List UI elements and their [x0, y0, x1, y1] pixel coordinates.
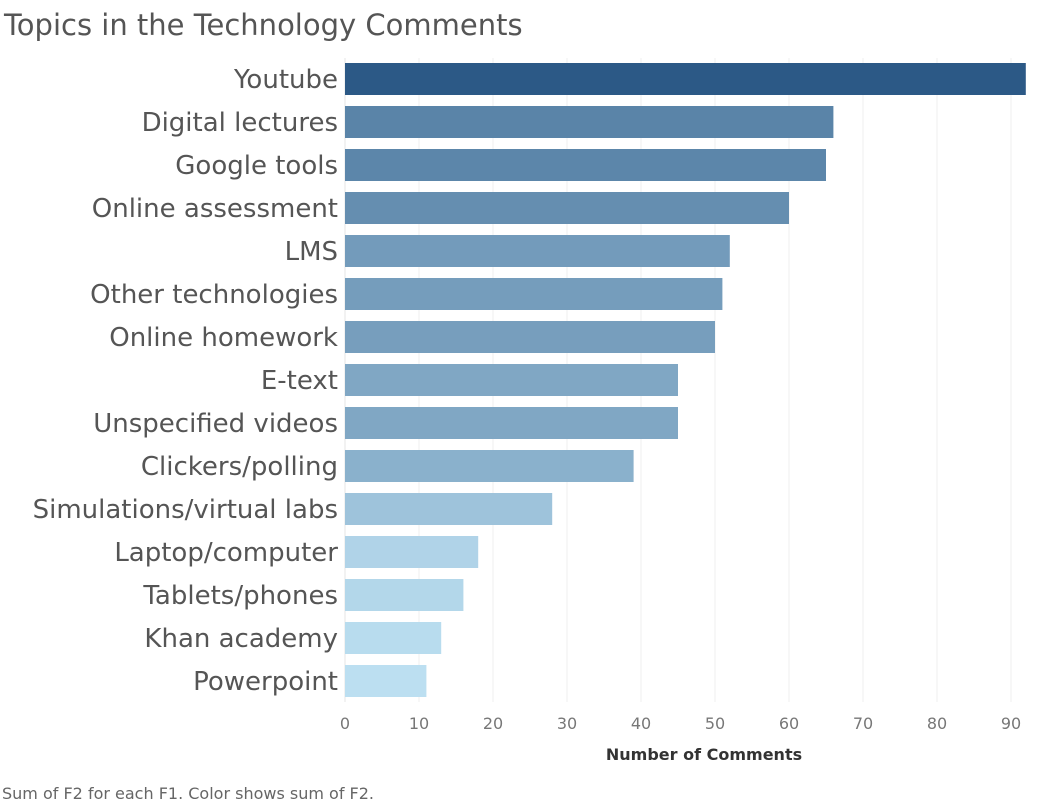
- bar: [345, 235, 730, 267]
- x-tick-label: 90: [1001, 714, 1021, 733]
- category-label: Unspecified videos: [93, 409, 338, 439]
- category-labels: Youtube Digital lectures Google tools Onlin…: [33, 65, 339, 697]
- bar: [345, 106, 834, 138]
- category-label: LMS: [285, 237, 338, 267]
- x-tick-label: 20: [483, 714, 503, 733]
- category-label: Simulations/virtual labs: [33, 495, 338, 525]
- bar: [345, 536, 479, 568]
- x-tick-label: 40: [631, 714, 651, 733]
- category-label: Youtube: [233, 65, 338, 95]
- bar: [345, 364, 678, 396]
- x-tick-label: 0: [340, 714, 350, 733]
- bar: [345, 579, 464, 611]
- bar: [345, 192, 789, 224]
- category-label: Powerpoint: [193, 667, 338, 697]
- category-label: Laptop/computer: [114, 538, 338, 568]
- bar: [345, 149, 826, 181]
- x-tick-label: 30: [557, 714, 577, 733]
- category-label: Online assessment: [92, 194, 338, 224]
- chart-caption: Sum of F2 for each F1. Color shows sum o…: [2, 784, 375, 803]
- category-label: Online homework: [109, 323, 338, 353]
- category-label: Clickers/polling: [141, 452, 338, 482]
- bar: [345, 407, 678, 439]
- category-label: Tablets/phones: [142, 581, 338, 611]
- x-axis-title: Number of Comments: [606, 745, 802, 764]
- bar: [345, 665, 427, 697]
- bar: [345, 493, 553, 525]
- bar: [345, 321, 715, 353]
- category-label: Other technologies: [90, 280, 338, 310]
- category-label: E-text: [261, 366, 338, 396]
- x-tick-label: 60: [779, 714, 799, 733]
- x-tick-label: 80: [927, 714, 947, 733]
- category-label: Google tools: [175, 151, 338, 181]
- bar: [345, 63, 1026, 95]
- x-axis-ticks: 0 10 20 30 40 50 60 70 80 90: [340, 714, 1021, 733]
- x-tick-label: 50: [705, 714, 725, 733]
- x-tick-label: 10: [409, 714, 429, 733]
- chart-title: Topics in the Technology Comments: [4, 8, 523, 42]
- bar: [345, 622, 442, 654]
- bar: [345, 278, 723, 310]
- x-tick-label: 70: [853, 714, 873, 733]
- category-label: Khan academy: [144, 624, 338, 654]
- bars: [345, 63, 1026, 697]
- category-label: Digital lectures: [142, 108, 338, 138]
- bar: [345, 450, 634, 482]
